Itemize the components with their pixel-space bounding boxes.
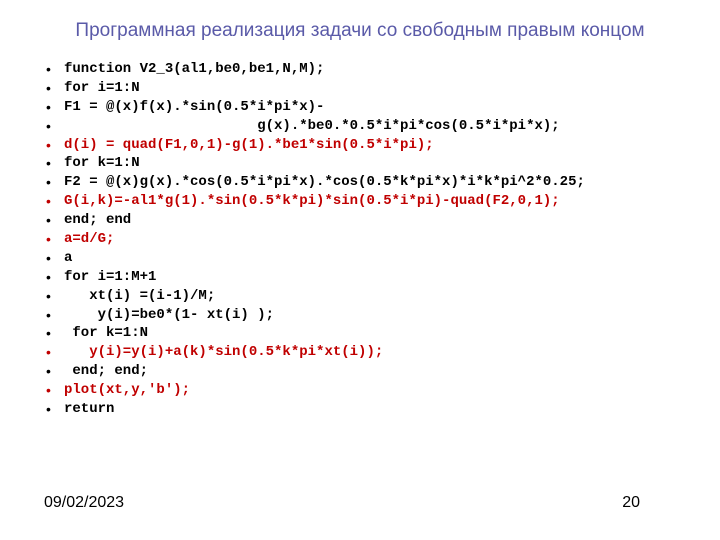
code-line: F2 = @(x)g(x).*cos(0.5*i*pi*x).*cos(0.5*… [64,173,680,192]
code-line: a [64,249,680,268]
code-line: for k=1:N [64,154,680,173]
code-line: F1 = @(x)f(x).*sin(0.5*i*pi*x)- [64,98,680,117]
code-line: end; end [64,211,680,230]
code-line: end; end; [64,362,680,381]
footer-page: 20 [622,494,640,512]
code-line: plot(xt,y,'b'); [64,381,680,400]
code-line: return [64,400,680,419]
code-line: for i=1:M+1 [64,268,680,287]
code-line: y(i)=be0*(1- xt(i) ); [64,306,680,325]
code-line: xt(i) =(i-1)/M; [64,287,680,306]
footer-date: 09/02/2023 [44,494,124,512]
code-line: a=d/G; [64,230,680,249]
code-line: d(i) = quad(F1,0,1)-g(1).*be1*sin(0.5*i*… [64,136,680,155]
code-line: for k=1:N [64,324,680,343]
code-line: for i=1:N [64,79,680,98]
code-line: y(i)=y(i)+a(k)*sin(0.5*k*pi*xt(i)); [64,343,680,362]
slide: Программная реализация задачи со свободн… [0,0,720,540]
code-line: g(x).*be0.*0.5*i*pi*cos(0.5*i*pi*x); [64,117,680,136]
slide-title: Программная реализация задачи со свободн… [40,20,680,42]
code-line: function V2_3(al1,be0,be1,N,M); [64,60,680,79]
code-list: function V2_3(al1,be0,be1,N,M);for i=1:N… [40,60,680,419]
code-line: G(i,k)=-al1*g(1).*sin(0.5*k*pi)*sin(0.5*… [64,192,680,211]
